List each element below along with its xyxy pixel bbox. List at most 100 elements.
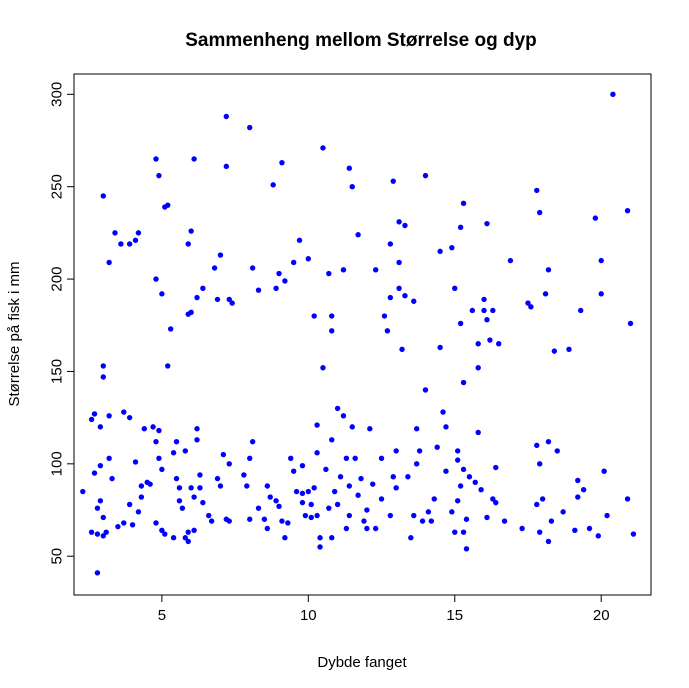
data-point <box>475 365 481 371</box>
x-tick-label: 10 <box>300 607 317 624</box>
data-point <box>159 291 165 297</box>
data-point <box>103 529 109 535</box>
data-point <box>454 457 461 463</box>
data-point <box>285 520 291 526</box>
data-point <box>126 241 133 247</box>
data-point <box>329 535 335 541</box>
data-point <box>624 208 631 214</box>
data-point <box>323 466 329 473</box>
data-point <box>320 145 326 151</box>
data-point <box>191 494 197 500</box>
data-point <box>159 466 165 473</box>
data-point <box>249 265 256 271</box>
data-point <box>308 514 314 521</box>
data-point <box>575 494 581 500</box>
data-point <box>276 270 282 277</box>
data-point <box>545 538 552 545</box>
data-point <box>413 461 420 467</box>
data-point <box>173 438 180 445</box>
data-point <box>422 387 429 393</box>
data-point <box>267 494 273 500</box>
data-point <box>443 468 449 474</box>
data-point <box>156 172 162 179</box>
data-point <box>153 276 159 282</box>
data-point <box>329 313 335 319</box>
data-point <box>314 450 320 456</box>
data-point <box>387 512 394 519</box>
data-point <box>390 474 396 480</box>
data-point <box>495 341 502 347</box>
data-point <box>226 518 232 524</box>
data-point <box>431 496 437 502</box>
data-point <box>411 298 417 304</box>
data-point <box>200 499 206 506</box>
data-point <box>346 512 353 519</box>
data-point <box>396 259 402 266</box>
data-point <box>288 455 294 461</box>
data-point <box>167 326 174 332</box>
data-point <box>624 496 631 502</box>
data-point <box>343 455 350 461</box>
data-point <box>293 488 300 495</box>
data-point <box>592 215 599 221</box>
data-point <box>490 496 496 502</box>
data-point <box>226 296 232 303</box>
data-point <box>364 525 370 532</box>
data-point <box>501 518 508 524</box>
data-point <box>255 505 262 511</box>
data-point <box>138 494 145 500</box>
data-point <box>317 535 323 541</box>
data-point <box>197 472 203 478</box>
data-point <box>329 328 335 334</box>
data-point <box>443 424 449 430</box>
data-point <box>188 485 194 491</box>
data-point <box>179 505 186 511</box>
data-point <box>422 172 429 179</box>
data-point <box>223 113 230 120</box>
x-axis: 5 10 15 20 <box>158 595 610 624</box>
data-point <box>378 455 385 461</box>
x-tick-label: 5 <box>158 607 166 624</box>
data-point <box>337 474 344 480</box>
data-point <box>627 320 634 327</box>
y-tick-label: 250 <box>49 174 66 199</box>
data-point <box>182 448 188 454</box>
data-point <box>197 485 203 491</box>
data-point <box>408 535 414 541</box>
data-point <box>475 341 481 347</box>
data-point <box>299 490 306 497</box>
data-point <box>572 527 578 534</box>
data-point <box>428 518 435 524</box>
data-point <box>100 193 106 199</box>
data-point <box>416 448 423 454</box>
data-point <box>457 224 464 231</box>
data-point <box>132 237 139 243</box>
data-point <box>405 474 411 480</box>
data-point <box>413 426 420 432</box>
data-point <box>334 405 341 412</box>
data-point <box>121 520 127 526</box>
data-point <box>340 413 347 419</box>
data-point <box>507 257 514 264</box>
data-point <box>481 307 487 314</box>
data-point <box>94 531 101 537</box>
data-point <box>586 525 593 532</box>
data-point <box>126 501 133 508</box>
data-point <box>367 426 373 432</box>
data-point <box>214 475 221 482</box>
data-point <box>200 285 206 292</box>
data-point <box>346 483 353 489</box>
data-point <box>460 200 467 207</box>
data-point <box>141 426 147 432</box>
data-point <box>135 230 142 236</box>
data-point <box>352 455 358 461</box>
data-point <box>475 429 481 436</box>
data-point <box>372 267 379 273</box>
data-point <box>326 270 332 277</box>
data-point <box>554 448 560 454</box>
data-point <box>610 91 616 98</box>
data-point <box>129 522 136 528</box>
data-point <box>273 498 279 504</box>
data-point <box>162 531 168 537</box>
